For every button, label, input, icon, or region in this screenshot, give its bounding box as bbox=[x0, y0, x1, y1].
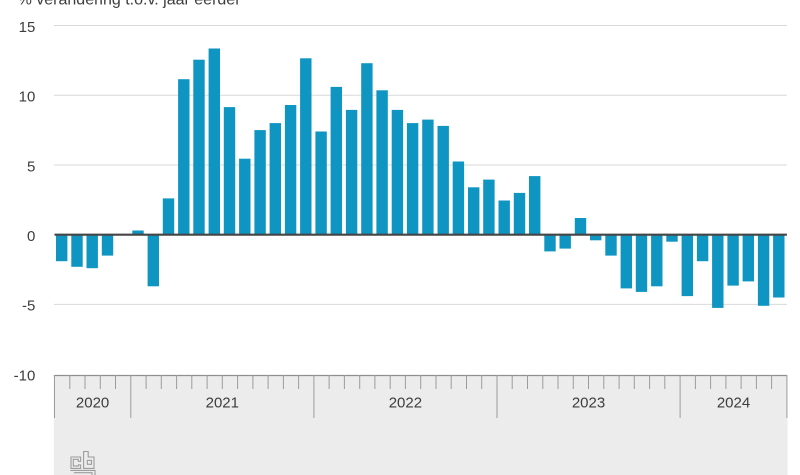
svg-text:5: 5 bbox=[27, 158, 35, 175]
svg-text:2023: 2023 bbox=[572, 395, 605, 412]
svg-text:10: 10 bbox=[19, 89, 36, 106]
svg-text:-5: -5 bbox=[22, 298, 35, 315]
svg-text:0: 0 bbox=[27, 228, 35, 245]
svg-text:% verandering t.o.v. jaar eerd: % verandering t.o.v. jaar eerder bbox=[18, 0, 242, 9]
svg-text:2020: 2020 bbox=[76, 395, 109, 412]
svg-text:2021: 2021 bbox=[206, 395, 239, 412]
svg-text:2024: 2024 bbox=[717, 395, 750, 412]
svg-text:2022: 2022 bbox=[389, 395, 422, 412]
svg-text:-10: -10 bbox=[14, 368, 36, 385]
svg-text:15: 15 bbox=[19, 19, 36, 36]
